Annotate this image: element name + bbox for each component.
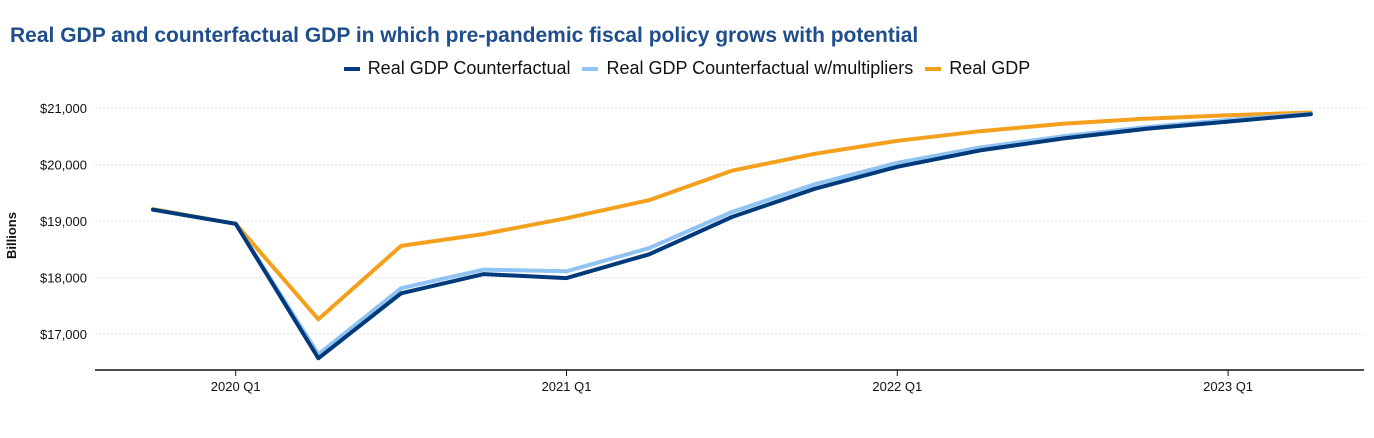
legend-item-counterfactual: Real GDP Counterfactual bbox=[343, 58, 571, 79]
series-line-real-gdp-counterfactual-w-multipliers bbox=[151, 111, 1313, 357]
legend-item-counterfactual-multipliers: Real GDP Counterfactual w/multipliers bbox=[582, 58, 913, 79]
y-tick-label: $17,000 bbox=[40, 327, 87, 342]
series-line-real-gdp bbox=[151, 110, 1313, 322]
x-tick-label: 2020 Q1 bbox=[211, 379, 261, 394]
series-line-real-gdp-counterfactual bbox=[151, 112, 1313, 361]
x-tick-label: 2023 Q1 bbox=[1203, 379, 1253, 394]
chart-title: Real GDP and counterfactual GDP in which… bbox=[10, 24, 919, 47]
legend-swatch-real-gdp bbox=[925, 66, 942, 71]
legend-label-counterfactual-multipliers: Real GDP Counterfactual w/multipliers bbox=[606, 58, 914, 78]
legend-item-real-gdp: Real GDP bbox=[925, 58, 1030, 79]
y-tick-label: $18,000 bbox=[40, 271, 87, 286]
legend-swatch-counterfactual-multipliers bbox=[582, 66, 599, 71]
y-tick-label: $20,000 bbox=[40, 158, 87, 173]
y-tick-label: $19,000 bbox=[40, 214, 87, 229]
x-tick-label: 2022 Q1 bbox=[872, 379, 922, 394]
legend-label-counterfactual: Real GDP Counterfactual bbox=[367, 58, 571, 78]
legend-swatch-counterfactual bbox=[343, 66, 360, 71]
legend-label-real-gdp: Real GDP bbox=[949, 58, 1031, 78]
x-tick-label: 2021 Q1 bbox=[542, 379, 592, 394]
legend: Real GDP Counterfactual Real GDP Counter… bbox=[0, 58, 1374, 79]
y-tick-label: $21,000 bbox=[40, 101, 87, 116]
